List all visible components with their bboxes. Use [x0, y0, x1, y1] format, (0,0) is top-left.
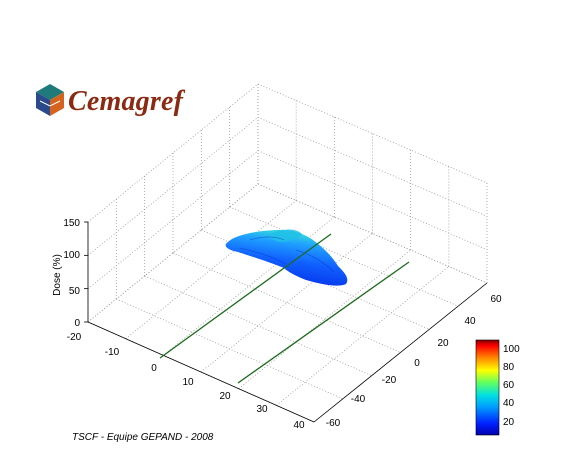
y-tick: -20	[382, 375, 397, 386]
x-tick: 40	[293, 420, 305, 431]
x-tick: 0	[151, 363, 157, 374]
grid-line	[201, 229, 430, 330]
grid-line	[116, 298, 343, 400]
colorbar-tick: 100	[503, 344, 520, 355]
z-tick: 150	[63, 218, 80, 229]
x-tick: 20	[219, 391, 231, 402]
colorbar-tick: 80	[503, 362, 515, 373]
y-tick: 0	[414, 358, 420, 369]
colorbar-tick: 40	[503, 398, 515, 409]
grid-line	[229, 206, 459, 307]
grid-line	[87, 83, 259, 223]
colorbar: 20 40 60 80 100	[475, 339, 520, 436]
x-tick: -10	[105, 347, 120, 358]
x-axis-line	[87, 321, 315, 423]
z-ticks: 0 50 100 150	[63, 218, 80, 329]
footer-credit: TSCF - Equipe GEPAND - 2008	[72, 432, 214, 443]
box-grid	[87, 83, 488, 423]
z-tick: 100	[63, 250, 80, 261]
logo-text: Cemagref	[68, 86, 184, 117]
colorbar-gradient	[475, 339, 500, 436]
z-axis-label: Dose (%)	[52, 254, 63, 296]
x-tick: 30	[256, 404, 268, 415]
grid-line	[87, 183, 259, 323]
y-tick: -60	[326, 418, 341, 429]
dose-surface	[225, 229, 348, 286]
cemagref-logo-icon	[36, 84, 64, 116]
grid-line	[144, 275, 372, 377]
colorbar-tick: 20	[503, 417, 515, 428]
colorbar-tick: 60	[503, 380, 515, 391]
y-tick: 60	[490, 294, 502, 305]
grid-line	[125, 200, 297, 339]
y-tick: 40	[464, 316, 476, 327]
y-ticks: -60 -40 -20 0 20 40 60	[326, 294, 502, 429]
grid-line	[87, 150, 259, 289]
z-tick: 50	[69, 286, 81, 297]
green-line-x0	[159, 233, 332, 359]
grid-line	[87, 117, 259, 256]
y-tick: -40	[351, 394, 366, 405]
green-line-x25	[237, 261, 410, 384]
y-tick: 20	[437, 338, 449, 349]
x-tick: 10	[182, 377, 194, 388]
x-ticks: -20 -10 0 10 20 30 40	[67, 332, 305, 431]
z-tick: 0	[74, 318, 80, 329]
axes-frame	[84, 221, 488, 423]
x-tick: -20	[67, 332, 82, 343]
y-axis-line	[313, 282, 488, 423]
grid-line	[276, 266, 450, 406]
